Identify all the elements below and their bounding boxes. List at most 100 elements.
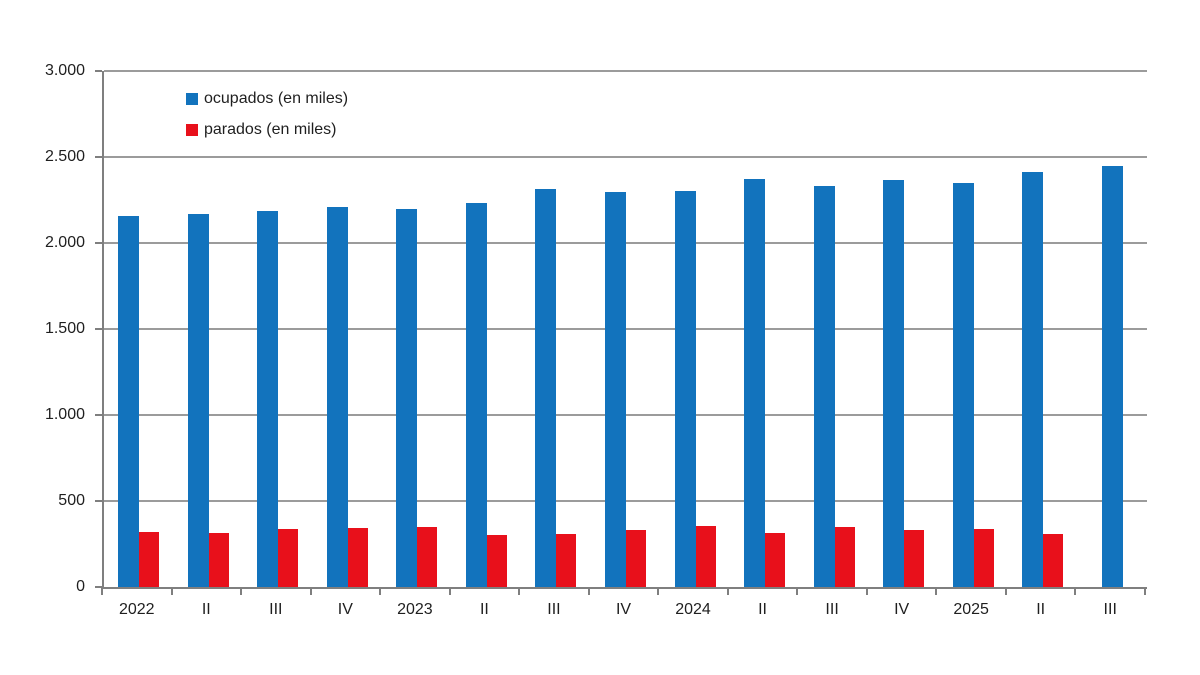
y-axis-tick-2.500 <box>95 156 102 158</box>
x-axis-label-4-2023: 2023 <box>397 601 433 618</box>
category-slot-3-IV <box>313 71 383 587</box>
bar-ocupados-11-IV <box>883 180 905 587</box>
category-slot-4-2023 <box>382 71 452 587</box>
x-axis-label-9-II: II <box>758 601 767 618</box>
bar-parados-0-2022 <box>139 532 160 587</box>
category-slot-8-2024 <box>660 71 730 587</box>
bar-ocupados-7-IV <box>604 192 626 587</box>
x-axis-tick-10 <box>796 587 798 595</box>
bar-parados-11-IV <box>904 530 925 587</box>
category-slot-11-IV <box>869 71 939 587</box>
x-axis-label-8-2024: 2024 <box>675 601 711 618</box>
plot-area: ocupados (en miles) parados (en miles) <box>102 70 1147 589</box>
y-axis-label-3.000: 3.000 <box>44 62 85 79</box>
bar-parados-5-II <box>486 535 507 587</box>
y-axis-label-0: 0 <box>76 578 85 595</box>
x-axis-tick-9 <box>727 587 729 595</box>
gridline-3.000 <box>104 70 1147 72</box>
category-slot-5-II <box>452 71 522 587</box>
y-axis-tick-3.000 <box>95 70 102 72</box>
y-axis-tick-2.000 <box>95 242 102 244</box>
x-axis-tick-15 <box>1144 587 1146 595</box>
bar-ocupados-9-II <box>744 179 766 587</box>
x-axis-label-7-IV: IV <box>615 601 632 618</box>
category-slot-0-2022 <box>104 71 174 587</box>
x-axis-tick-2 <box>240 587 242 595</box>
y-axis-label-1.500: 1.500 <box>44 320 85 337</box>
x-axis-label-12-2025: 2025 <box>953 601 989 618</box>
category-slot-2-III <box>243 71 313 587</box>
legend-ocupados-label: ocupados (en miles) <box>204 89 349 107</box>
bar-parados-2-III <box>278 529 299 587</box>
x-axis-label-11-IV: IV <box>894 601 910 618</box>
bar-ocupados-5-II <box>465 203 487 587</box>
x-axis-label-6-III: III <box>547 601 561 618</box>
x-axis-tick-0 <box>101 587 103 595</box>
y-axis-tick-0 <box>95 586 102 588</box>
legend-parados-swatch-icon <box>186 123 198 136</box>
x-axis-tick-14 <box>1074 587 1076 595</box>
x-axis-tick-7 <box>588 587 590 595</box>
bar-ocupados-6-III <box>535 189 557 587</box>
bar-ocupados-8-2024 <box>674 191 696 587</box>
category-slot-6-III <box>521 71 591 587</box>
x-axis-label-0-2022: 2022 <box>118 601 155 618</box>
bar-parados-6-III <box>556 534 577 587</box>
x-axis-tick-6 <box>518 587 520 595</box>
x-axis-label-1-II: II <box>201 601 211 618</box>
bar-ocupados-12-2025 <box>952 183 974 587</box>
category-slot-7-IV <box>591 71 661 587</box>
bar-parados-3-IV <box>347 528 368 587</box>
x-axis-label-14-III: III <box>1103 601 1117 618</box>
bar-parados-10-III <box>834 527 855 587</box>
bar-parados-9-II <box>765 533 786 587</box>
bar-ocupados-13-II <box>1022 172 1044 587</box>
chart-legend: ocupados (en miles) parados (en miles) <box>186 89 348 139</box>
y-axis-tick-1.500 <box>95 328 102 330</box>
bar-ocupados-2-III <box>257 211 279 587</box>
category-slot-12-2025 <box>938 71 1008 587</box>
x-axis-tick-11 <box>866 587 868 595</box>
y-axis-label-2.000: 2.000 <box>44 234 85 251</box>
category-slot-14-III <box>1077 71 1147 587</box>
bar-ocupados-4-2023 <box>396 209 418 587</box>
y-axis-label-1.000: 1.000 <box>44 406 85 423</box>
x-axis-label-3-IV: IV <box>337 601 353 618</box>
bar-parados-4-2023 <box>417 527 438 587</box>
bar-ocupados-10-III <box>813 186 835 587</box>
category-slot-13-II <box>1008 71 1078 587</box>
bar-parados-8-2024 <box>695 526 716 587</box>
x-axis-tick-1 <box>171 587 173 595</box>
x-axis-tick-8 <box>657 587 659 595</box>
bar-ocupados-0-2022 <box>118 216 140 587</box>
legend-parados-label: parados (en miles) <box>204 120 337 138</box>
y-axis-tick-500 <box>95 500 102 502</box>
legend-ocupados-swatch-icon <box>186 92 198 105</box>
x-axis-tick-13 <box>1005 587 1007 595</box>
gridline-2.500 <box>104 156 1147 158</box>
legend-item-parados: parados (en miles) <box>186 120 348 139</box>
x-axis-label-5-II: II <box>479 601 489 618</box>
x-axis-tick-5 <box>449 587 451 595</box>
x-axis-label-10-III: III <box>825 601 839 618</box>
bar-parados-12-2025 <box>973 529 994 587</box>
y-axis-label-2.500: 2.500 <box>44 148 85 165</box>
bar-ocupados-1-II <box>187 214 209 587</box>
x-axis-label-13-II: II <box>1036 601 1046 618</box>
bars-container <box>104 71 1147 587</box>
y-axis-tick-1.000 <box>95 414 102 416</box>
bar-ocupados-3-IV <box>326 207 348 587</box>
x-axis-label-2-III: III <box>269 601 283 618</box>
y-axis-label-500: 500 <box>58 492 85 509</box>
x-axis-tick-12 <box>935 587 937 595</box>
category-slot-1-II <box>174 71 244 587</box>
category-slot-9-II <box>730 71 800 587</box>
x-axis-tick-4 <box>379 587 381 595</box>
bar-parados-13-II <box>1043 534 1064 587</box>
bar-ocupados-14-III <box>1101 166 1123 587</box>
